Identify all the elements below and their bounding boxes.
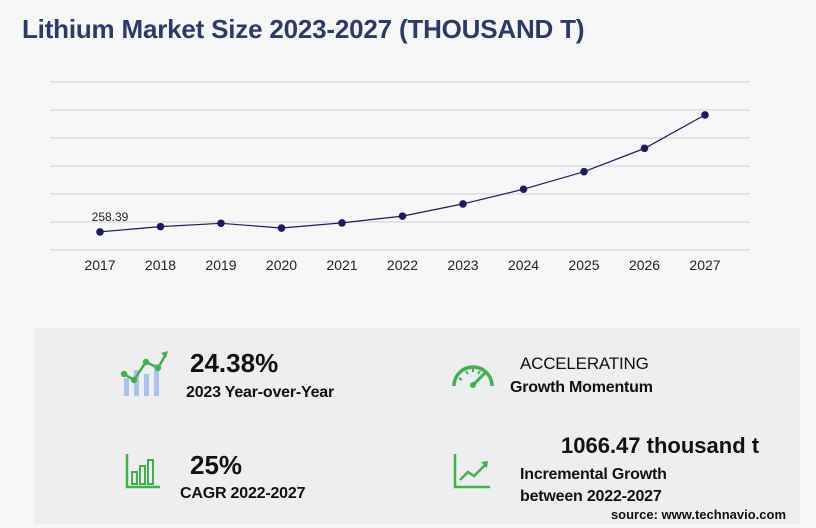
- x-tick-label: 2022: [387, 257, 418, 273]
- yoy-label: 2023 Year-over-Year: [186, 384, 335, 401]
- x-tick-label: 2019: [205, 257, 236, 273]
- x-tick-label: 2025: [568, 257, 599, 273]
- x-axis-ticks: 2017 2018 2019 2020 2021 2022 2023 2024 2025 2026…: [84, 257, 720, 273]
- x-tick-label: 2026: [629, 257, 660, 273]
- x-tick-label: 2018: [145, 257, 176, 273]
- data-point: [277, 224, 286, 232]
- data-point: [338, 219, 346, 227]
- cagr-value: 25%: [190, 450, 243, 480]
- series-markers: [96, 111, 709, 236]
- x-tick-label: 2027: [689, 257, 720, 273]
- data-label: 258.39: [92, 210, 129, 224]
- incremental-value: 1066.47 thousand t: [561, 433, 760, 458]
- momentum-value: ACCELERATING: [520, 354, 649, 373]
- source-credit: source: www.technavio.com: [610, 507, 786, 522]
- line-growth-icon: [453, 454, 490, 489]
- speedometer-icon: [452, 365, 494, 388]
- x-tick-label: 2020: [266, 257, 297, 273]
- incremental-label-1: Incremental Growth: [520, 466, 667, 483]
- x-tick-label: 2021: [326, 257, 357, 273]
- line-chart: 2017 2018 2019 2020 2021 2022 2023 2024 2025 2026…: [50, 81, 750, 273]
- x-tick-label: 2024: [508, 257, 539, 273]
- data-point: [459, 200, 467, 208]
- data-labels: 258.39: [92, 210, 129, 224]
- data-point: [580, 167, 588, 176]
- chart-grid: [50, 81, 750, 251]
- momentum-label: Growth Momentum: [510, 379, 653, 396]
- data-point: [701, 111, 709, 119]
- data-point: [519, 185, 528, 194]
- data-point: [217, 219, 225, 228]
- x-tick-label: 2017: [84, 257, 115, 273]
- bar-chart-icon: [125, 454, 160, 489]
- data-point: [398, 212, 407, 220]
- data-point: [640, 144, 649, 153]
- data-point: [156, 222, 165, 231]
- bar-trend-icon: [120, 351, 168, 396]
- cagr-label: CAGR 2022-2027: [180, 485, 306, 502]
- x-tick-label: 2023: [447, 257, 478, 273]
- page-title: Lithium Market Size 2023-2027 (THOUSAND …: [22, 14, 585, 44]
- yoy-value: 24.38%: [190, 348, 279, 378]
- data-point: [96, 228, 104, 236]
- incremental-label-2: between 2022-2027: [520, 488, 662, 505]
